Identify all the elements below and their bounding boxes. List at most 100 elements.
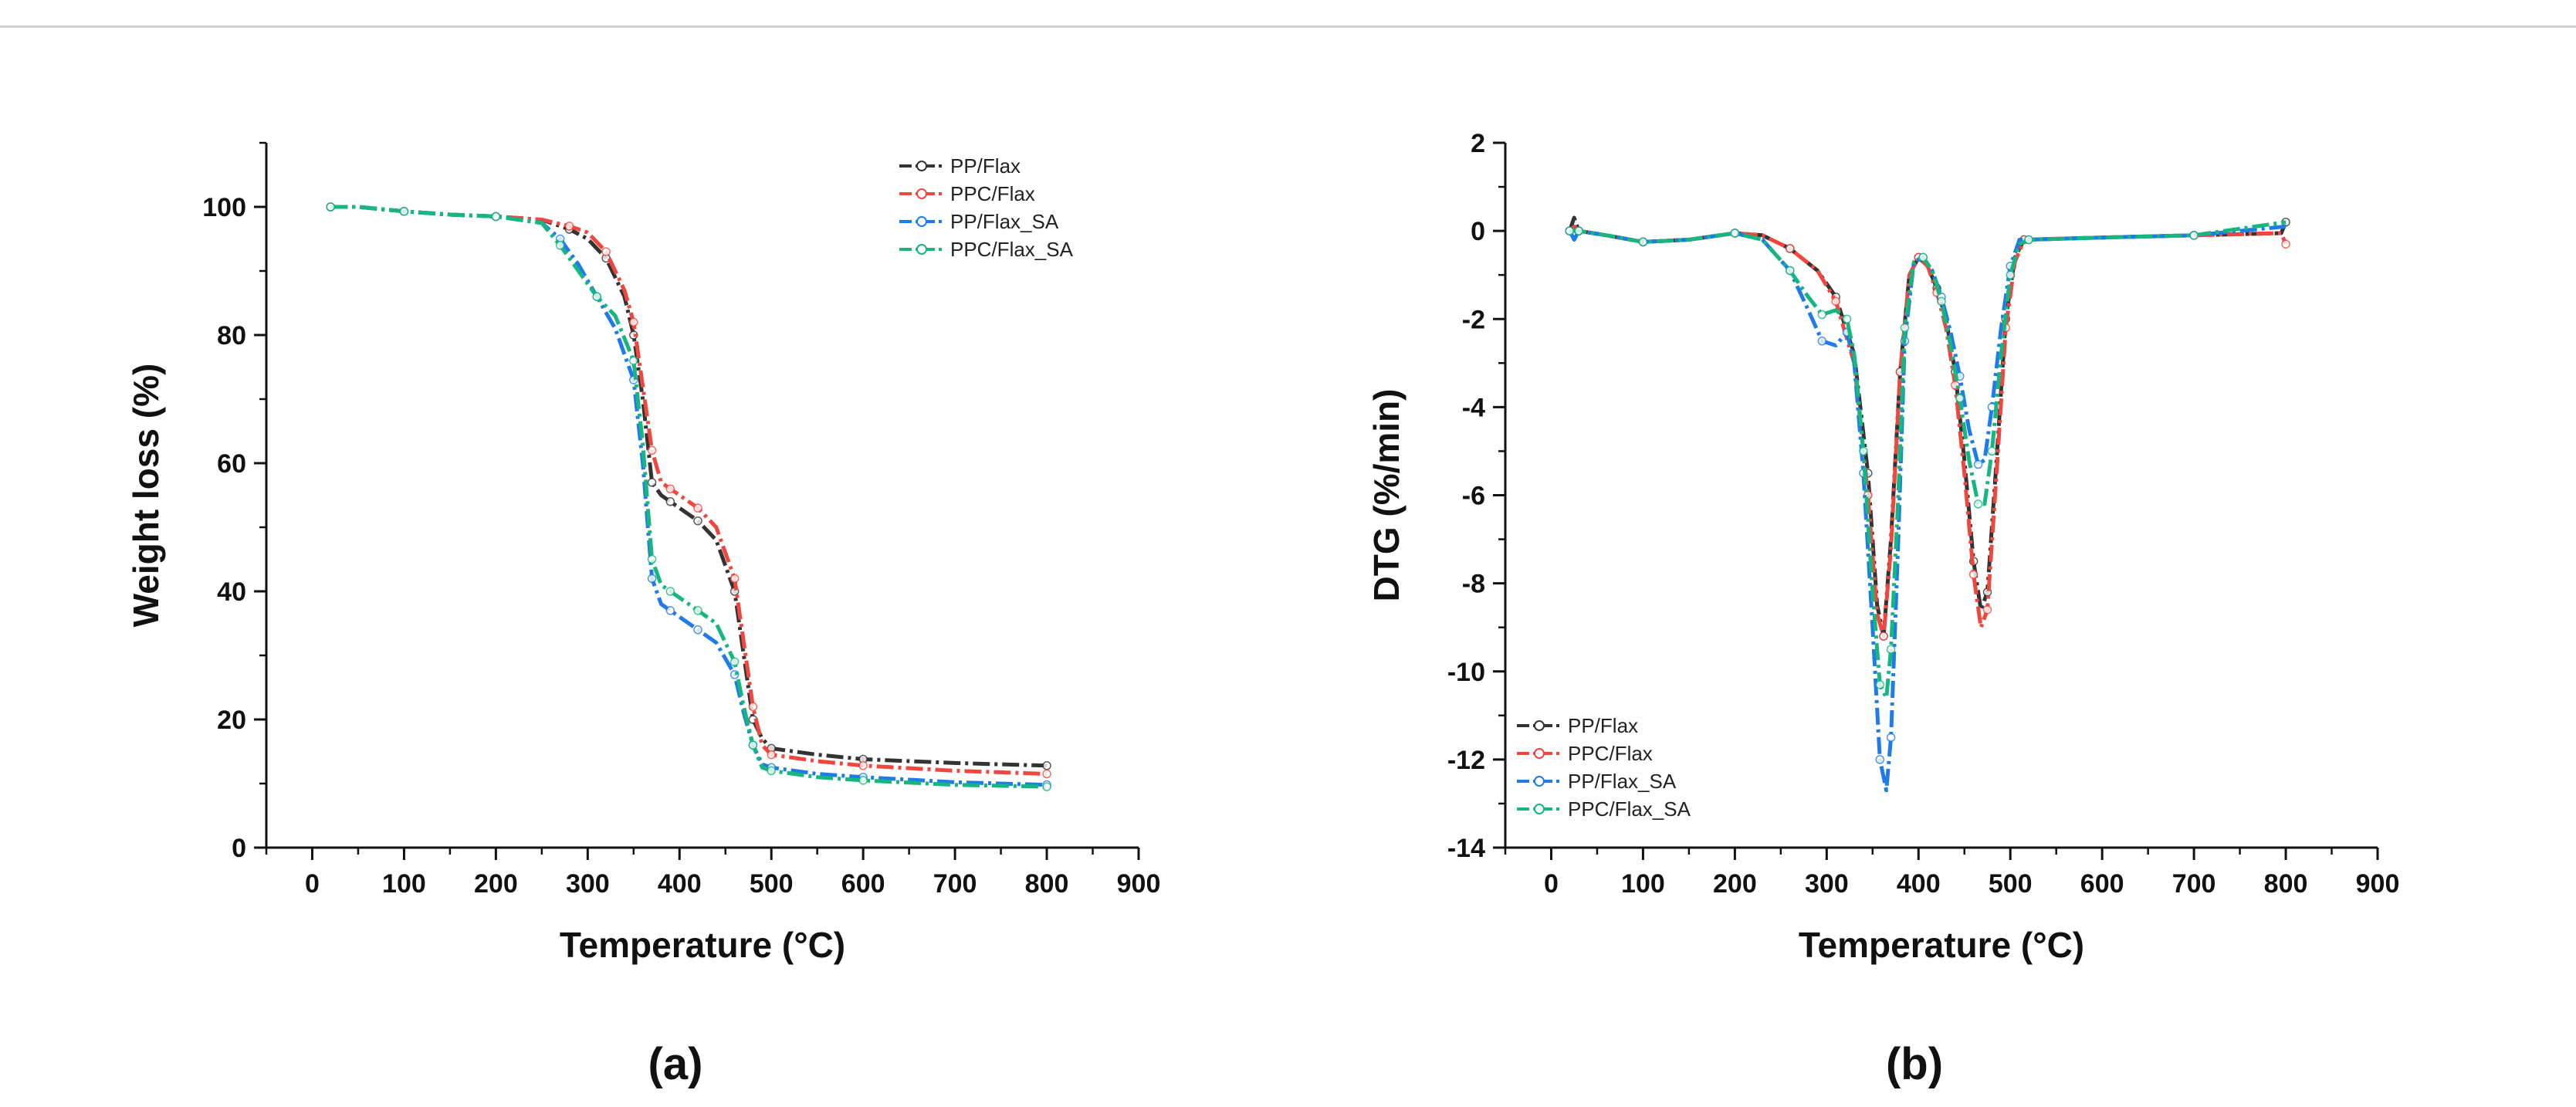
- y-axis-title: DTG (%/min): [1366, 389, 1406, 602]
- x-tick-label: 600: [2080, 869, 2124, 899]
- x-tick-label: 400: [658, 869, 702, 899]
- y-tick-label: 80: [217, 321, 246, 350]
- series-point: [1859, 446, 1868, 456]
- series-point: [693, 516, 702, 526]
- x-tick-label: 700: [933, 869, 977, 899]
- legend-label: PPC/Flax: [1568, 742, 1653, 765]
- series-point: [665, 587, 675, 596]
- series-line-ppc-flax: [1568, 224, 2288, 638]
- legend-label: PPC/Flax: [950, 182, 1035, 205]
- series-point: [1574, 226, 1583, 235]
- legend-label: PPC/Flax_SA: [950, 238, 1074, 261]
- series-point: [1982, 605, 1992, 614]
- series-point: [693, 503, 702, 513]
- x-axis-title: Temperature (°C): [1799, 925, 2084, 965]
- series-point: [592, 292, 601, 301]
- series-point: [1042, 761, 1051, 770]
- legend-marker: [1534, 720, 1545, 731]
- legend-marker: [1534, 748, 1545, 759]
- x-tick-label: 0: [1544, 869, 1559, 899]
- series-point: [729, 657, 740, 667]
- x-tick-label: 900: [1117, 869, 1161, 899]
- y-tick-label: 2: [1471, 129, 1485, 158]
- y-tick-label: -6: [1462, 482, 1485, 511]
- series-point: [1842, 314, 1852, 323]
- series-point: [1879, 631, 1888, 641]
- series-point: [767, 766, 776, 776]
- series-point: [2024, 235, 2033, 245]
- y-tick-label: 20: [217, 706, 246, 735]
- series-point: [1817, 337, 1827, 346]
- legend-label: PP/Flax_SA: [950, 210, 1059, 233]
- series-line-pp-flax: [1567, 215, 2288, 638]
- series-point: [748, 740, 758, 750]
- series-point: [1638, 237, 1648, 247]
- legend-label: PP/Flax_SA: [1568, 770, 1677, 793]
- x-tick-label: 100: [382, 869, 426, 899]
- series-point: [647, 445, 657, 455]
- series-point: [665, 497, 675, 506]
- series-line-ppc-flax-sa: [330, 205, 1048, 789]
- series-point: [399, 207, 409, 216]
- series-point: [2006, 270, 2015, 279]
- legend-marker: [916, 244, 927, 255]
- legend-marker: [1534, 776, 1545, 787]
- x-tick-label: 200: [1713, 869, 1757, 899]
- series-line-ppc-flax-sa: [1569, 220, 2287, 700]
- legend-label: PP/Flax: [950, 154, 1021, 178]
- series-point: [647, 574, 657, 584]
- series-point: [729, 574, 740, 584]
- x-axis-title: Temperature (°C): [560, 925, 845, 965]
- series-point: [665, 606, 675, 615]
- series-point: [1955, 394, 1965, 403]
- series-point: [858, 761, 868, 770]
- chart-panel-a: 0 100 200 300 400 500 600 700 800 900 0 20 40 60 80 100…: [126, 141, 1161, 1089]
- series-point: [1042, 782, 1051, 791]
- series-point: [1875, 755, 1885, 764]
- legend-marker: [1534, 804, 1545, 814]
- x-tick-label: 300: [566, 869, 610, 899]
- x-tick-label: 0: [305, 869, 320, 899]
- series-point: [326, 202, 336, 212]
- series-point: [601, 247, 611, 256]
- y-tick-label: -12: [1447, 746, 1485, 775]
- y-axis-title: Weight loss (%): [126, 364, 166, 628]
- series-point: [647, 478, 657, 487]
- series-point: [1973, 499, 1983, 509]
- series-point: [2281, 239, 2290, 249]
- series-point: [1875, 680, 1885, 689]
- series-point: [1817, 310, 1827, 320]
- series-point: [555, 241, 565, 250]
- x-tick-label: 600: [841, 869, 885, 899]
- series-line-pp-flax-sa: [330, 205, 1048, 787]
- x-tick-label: 500: [1989, 869, 2033, 899]
- y-tick-label: 40: [217, 577, 246, 607]
- legend-marker: [916, 161, 927, 171]
- series-point: [1785, 266, 1795, 276]
- series-point: [1973, 459, 1983, 469]
- x-tick-label: 100: [1621, 869, 1665, 899]
- series-point: [1987, 446, 1997, 456]
- y-tick-label: -14: [1447, 834, 1485, 863]
- series-line-ppc-flax: [330, 205, 1048, 776]
- series-point: [1042, 769, 1051, 779]
- y-tick-label: -2: [1462, 305, 1485, 334]
- series-point: [665, 484, 675, 493]
- y-tick-label: 0: [1471, 217, 1485, 246]
- y-tick-label: 100: [202, 193, 246, 222]
- series-point: [629, 317, 638, 327]
- series-point: [2189, 231, 2199, 240]
- series-point: [693, 625, 702, 635]
- y-tick-label: 0: [232, 834, 246, 863]
- series-point: [858, 776, 868, 785]
- series-point: [1886, 733, 1896, 743]
- x-tick-label: 500: [750, 869, 794, 899]
- series-point: [564, 222, 574, 231]
- series-point: [1785, 244, 1795, 253]
- y-tick-label: -4: [1462, 393, 1485, 422]
- panel-label: (b): [1886, 1039, 1943, 1089]
- x-tick-label: 700: [2172, 869, 2216, 899]
- series-point: [1886, 645, 1896, 654]
- legend-marker: [916, 216, 927, 227]
- legend-label: PP/Flax: [1568, 714, 1638, 737]
